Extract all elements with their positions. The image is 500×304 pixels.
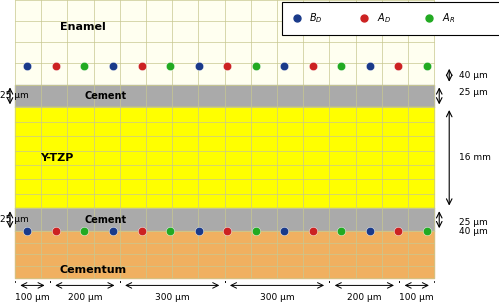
- Text: Cementum: Cementum: [60, 264, 127, 275]
- Text: 100 μm: 100 μm: [400, 293, 434, 302]
- Text: 200 μm: 200 μm: [347, 293, 382, 302]
- Text: 16 mm: 16 mm: [459, 153, 491, 162]
- Text: $B_D$: $B_D$: [310, 11, 323, 25]
- Text: Cement: Cement: [85, 91, 127, 101]
- Text: 200 μm: 200 μm: [68, 293, 102, 302]
- Text: 25 μm: 25 μm: [459, 218, 488, 227]
- Text: 25 μm: 25 μm: [459, 88, 488, 97]
- Text: 300 μm: 300 μm: [155, 293, 190, 302]
- Text: Enamel: Enamel: [60, 22, 106, 32]
- Text: $A_D$: $A_D$: [377, 11, 391, 25]
- Text: 300 μm: 300 μm: [260, 293, 294, 302]
- Text: 40 μm: 40 μm: [459, 226, 488, 236]
- FancyBboxPatch shape: [282, 2, 500, 35]
- Text: 25 μm: 25 μm: [0, 92, 29, 100]
- Text: Cement: Cement: [85, 215, 127, 225]
- Text: $A_R$: $A_R$: [442, 11, 455, 25]
- Text: Y-TZP: Y-TZP: [40, 153, 74, 163]
- Text: 40 μm: 40 μm: [459, 71, 488, 80]
- Text: 25 μm: 25 μm: [0, 215, 29, 224]
- Text: 100 μm: 100 μm: [15, 293, 50, 302]
